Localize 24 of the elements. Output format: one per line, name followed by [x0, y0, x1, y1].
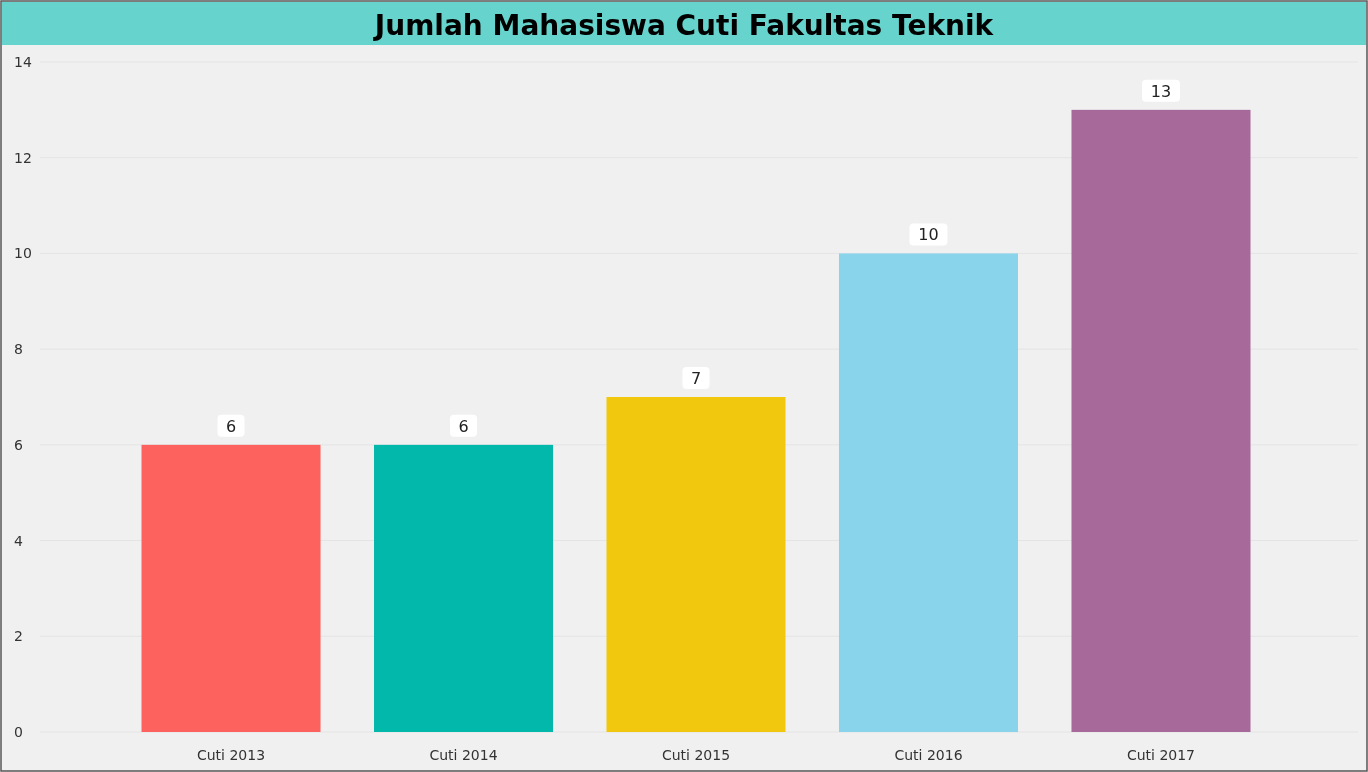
- y-tick-label: 10: [14, 245, 32, 262]
- bar: [1071, 109, 1251, 732]
- data-label: 6: [458, 416, 469, 436]
- bar: [838, 253, 1019, 732]
- y-tick-label: 2: [14, 628, 23, 645]
- y-tick-label: 6: [14, 436, 23, 453]
- x-tick-label: Cuti 2013: [196, 747, 266, 763]
- data-label: 13: [1150, 81, 1172, 101]
- y-tick-label: 0: [14, 724, 23, 740]
- data-label: 6: [225, 416, 237, 436]
- data-label: 7: [690, 369, 702, 388]
- x-tick-label: Cuti 2015: [661, 747, 731, 763]
- chart-title: Jumlah Mahasiswa Cuti Fakultas Teknik: [372, 9, 995, 42]
- y-tick-label: 8: [14, 341, 23, 358]
- x-tick-label: Cuti 2014: [429, 747, 498, 763]
- y-tick-label: 12: [14, 149, 32, 166]
- x-tick-label: Cuti 2017: [1126, 747, 1196, 763]
- data-label: 10: [918, 225, 939, 245]
- y-tick-label: 14: [14, 54, 32, 70]
- bar: [373, 444, 554, 732]
- bar: [606, 397, 786, 732]
- y-tick-label: 4: [14, 532, 23, 549]
- x-tick-label: Cuti 2016: [894, 747, 963, 763]
- bar: [141, 444, 321, 732]
